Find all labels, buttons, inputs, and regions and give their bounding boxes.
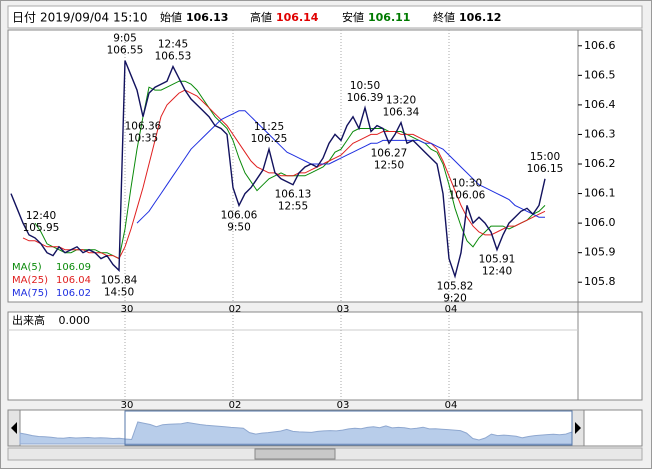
header: 日付 2019/09/04 15:10 (12, 11, 148, 25)
y-tick-label: 106.1 (584, 187, 616, 200)
y-tick-label: 105.9 (584, 246, 616, 259)
price-pane (7, 29, 643, 303)
annotation: 9:50 (227, 221, 251, 233)
y-tick-label: 106.0 (584, 216, 616, 229)
header-bar (7, 5, 643, 29)
volume-pane (7, 311, 643, 401)
annotation: 15:00 (530, 151, 560, 163)
annotation: 14:50 (104, 286, 134, 298)
field-label: 高値 (250, 10, 272, 24)
annotation: 10:30 (452, 177, 482, 189)
ma-line (136, 110, 545, 224)
x-tick-label: 04 (445, 400, 458, 411)
date-label: 日付 (12, 11, 36, 25)
field-label: 終値 (433, 10, 455, 24)
annotation: 106.53 (155, 50, 192, 62)
annotation: 13:20 (386, 95, 416, 107)
annotation: 11:25 (254, 121, 284, 133)
y-tick-label: 106.2 (584, 157, 616, 170)
annotation: 106.13 (275, 189, 312, 201)
field-value: 106.11 (368, 11, 410, 24)
legend-box (9, 259, 92, 301)
legend-value: 106.09 (56, 262, 91, 273)
annotation: 106.27 (371, 147, 408, 159)
annotation: 106.06 (449, 189, 486, 201)
ma-line (22, 89, 546, 260)
x-tick-label: 04 (445, 304, 458, 315)
annotation: 105.95 (23, 222, 60, 234)
annotation: 10:35 (128, 133, 158, 145)
annotation: 105.82 (437, 280, 474, 292)
left-arrow (11, 422, 17, 434)
date: 2019/09/04 15:10 (40, 11, 148, 25)
annotation: 106.15 (527, 163, 564, 175)
field-value: 106.12 (459, 11, 501, 24)
legend-name: MA(25) (12, 275, 48, 286)
field-value: 106.14 (276, 11, 319, 24)
annotation: 106.36 (125, 121, 162, 133)
x-tick-label: 03 (337, 400, 350, 411)
field-value: 106.13 (186, 11, 228, 24)
annotation: 9:20 (443, 292, 467, 304)
price-line (10, 60, 546, 279)
annotation: 12:45 (158, 38, 188, 50)
y-tick-label: 106.4 (584, 98, 616, 111)
navigator-window (124, 410, 573, 446)
x-tick-label: 02 (229, 400, 242, 411)
x-tick-label: 30 (121, 400, 134, 411)
volume-label: 出来高 (12, 313, 45, 327)
annotation: 12:50 (374, 159, 404, 171)
right-arrow (575, 422, 581, 434)
legend-value: 106.04 (56, 275, 91, 286)
field-label: 始値 (160, 10, 182, 24)
annotation: 9:05 (113, 33, 137, 45)
legend-name: MA(5) (12, 262, 42, 273)
annotation: 106.25 (251, 133, 288, 145)
legend-value: 106.02 (56, 288, 91, 299)
y-tick-label: 106.6 (584, 39, 616, 52)
annotation: 106.34 (383, 107, 420, 119)
scroll-thumb[interactable] (254, 448, 336, 460)
x-tick-label: 02 (229, 304, 242, 315)
y-tick-label: 106.5 (584, 68, 616, 81)
annotation: 12:40 (482, 266, 512, 278)
navigator-area (19, 421, 573, 445)
legend-name: MA(75) (12, 288, 48, 299)
x-tick-label: 30 (121, 304, 134, 315)
annotation: 12:40 (26, 210, 56, 222)
y-tick-label: 105.8 (584, 275, 616, 288)
annotation: 105.84 (101, 274, 138, 286)
y-tick-label: 106.3 (584, 127, 616, 140)
x-tick-label: 03 (337, 304, 350, 315)
field-label: 安値 (342, 10, 364, 24)
annotation: 10:50 (350, 80, 380, 92)
annotation: 106.06 (221, 209, 258, 221)
annotation: 12:55 (278, 201, 308, 213)
annotation: 106.39 (347, 92, 384, 104)
annotation: 106.55 (107, 45, 144, 57)
annotation: 105.91 (479, 254, 516, 266)
volume-value: 0.000 (59, 314, 91, 327)
